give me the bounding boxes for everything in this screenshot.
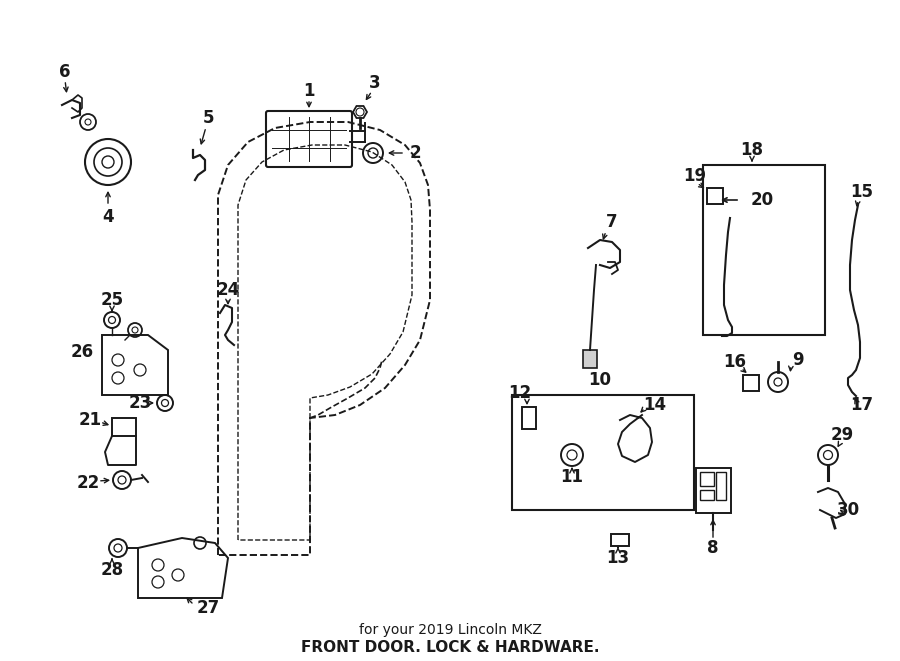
Bar <box>611 534 629 546</box>
Text: 11: 11 <box>561 468 583 486</box>
Text: 22: 22 <box>76 474 100 492</box>
Text: 29: 29 <box>831 426 853 444</box>
Text: 25: 25 <box>101 291 123 309</box>
Text: 17: 17 <box>850 396 874 414</box>
Bar <box>703 165 825 335</box>
Bar <box>583 350 597 368</box>
Bar <box>700 472 714 486</box>
Text: 13: 13 <box>607 549 630 567</box>
Text: 28: 28 <box>101 561 123 579</box>
Text: 26: 26 <box>70 343 94 361</box>
Bar <box>522 407 536 429</box>
Text: 14: 14 <box>644 396 667 414</box>
Text: 2: 2 <box>410 144 421 162</box>
Text: 23: 23 <box>129 394 151 412</box>
Text: for your 2019 Lincoln MKZ: for your 2019 Lincoln MKZ <box>358 623 542 637</box>
Text: 18: 18 <box>741 141 763 159</box>
Text: 30: 30 <box>836 501 860 519</box>
Text: FRONT DOOR. LOCK & HARDWARE.: FRONT DOOR. LOCK & HARDWARE. <box>301 641 599 656</box>
Bar <box>512 395 694 510</box>
Text: 19: 19 <box>683 167 706 185</box>
Text: 7: 7 <box>607 213 617 231</box>
Text: 8: 8 <box>707 539 719 557</box>
Text: 21: 21 <box>78 411 102 429</box>
Text: 24: 24 <box>216 281 239 299</box>
Text: 3: 3 <box>369 74 381 92</box>
Bar <box>696 468 731 513</box>
Bar <box>743 375 759 391</box>
Text: 20: 20 <box>751 191 774 209</box>
Bar <box>716 472 726 500</box>
Text: 16: 16 <box>724 353 746 371</box>
Text: 9: 9 <box>792 351 804 369</box>
Text: 1: 1 <box>303 82 315 100</box>
Bar <box>700 490 714 500</box>
Bar <box>707 188 723 204</box>
Text: 6: 6 <box>59 63 71 81</box>
Text: 5: 5 <box>202 109 214 127</box>
Text: 12: 12 <box>508 384 532 402</box>
Bar <box>112 418 136 436</box>
Text: 10: 10 <box>589 371 611 389</box>
Text: 15: 15 <box>850 183 874 201</box>
Text: 27: 27 <box>196 599 220 617</box>
Text: 4: 4 <box>103 208 113 226</box>
